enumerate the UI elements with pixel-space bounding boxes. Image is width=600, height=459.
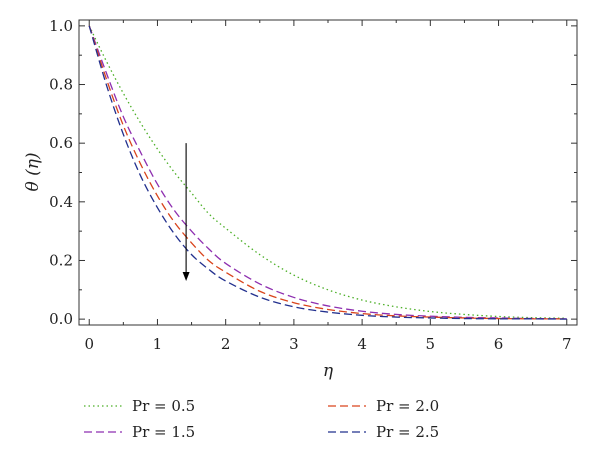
legend-item: Pr = 1.5: [84, 423, 195, 441]
legend-item: Pr = 2.0: [328, 397, 439, 415]
y-tick-label: 0.8: [49, 76, 73, 94]
legend-label: Pr = 2.0: [376, 397, 439, 415]
y-axis-label: θ (η): [23, 152, 43, 191]
legend-label: Pr = 2.5: [376, 423, 439, 441]
x-tick-label: 1: [153, 335, 163, 353]
arrow-head: [182, 272, 190, 282]
y-tick-label: 0.2: [49, 251, 73, 269]
axis-ticks: 0 1 2 3 4 5 6 7 0.0 0.2 0.4 0.6 0.8 1.0: [49, 17, 577, 353]
x-tick-label: 0: [84, 335, 94, 353]
y-tick-label: 0.4: [49, 193, 73, 211]
y-tick-label: 1.0: [49, 17, 73, 35]
series-line-2: [88, 25, 567, 320]
y-tick-label: 0.6: [49, 134, 73, 152]
x-tick-label: 2: [221, 335, 231, 353]
series-line-1: [88, 25, 567, 319]
plot-frame: [78, 19, 578, 326]
legend-item: Pr = 0.5: [84, 397, 195, 415]
y-tick-label: 0.0: [49, 310, 73, 328]
series-line-4: [88, 25, 567, 320]
arrow-annotation: [182, 143, 190, 282]
series-lines: [88, 25, 567, 320]
x-tick-label: 5: [426, 335, 436, 353]
legend-label: Pr = 1.5: [132, 423, 195, 441]
x-tick-label: 7: [562, 335, 572, 353]
legend-item: Pr = 2.5: [328, 423, 439, 441]
x-tick-label: 3: [289, 335, 299, 353]
x-tick-label: 6: [494, 335, 504, 353]
x-tick-label: 4: [357, 335, 367, 353]
series-line-3: [88, 25, 567, 320]
x-axis-label: η: [323, 361, 334, 381]
legend: Pr = 0.5 Pr = 2.0 Pr = 1.5 Pr = 2.5: [84, 397, 439, 441]
legend-label: Pr = 0.5: [132, 397, 195, 415]
